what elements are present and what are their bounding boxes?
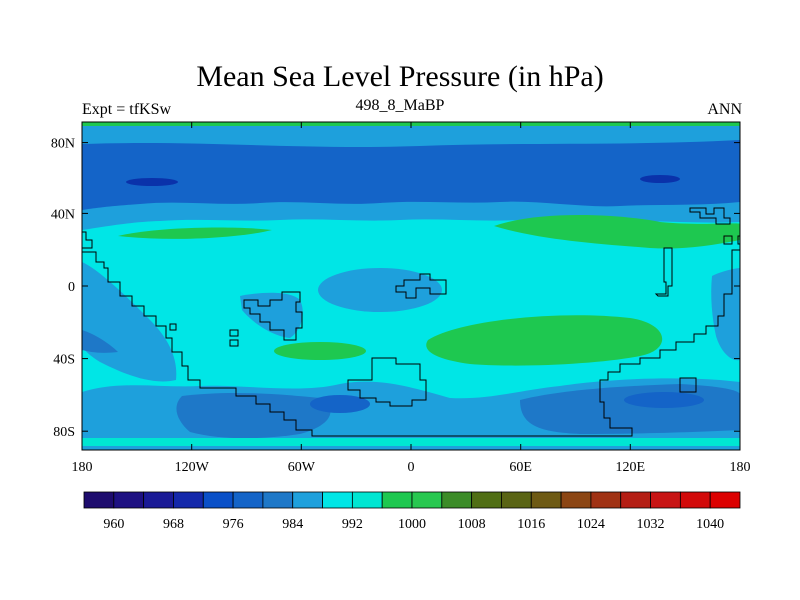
x-tick-label: 180	[730, 460, 751, 475]
coastline-northeast-islands	[689, 207, 740, 245]
south-high-central	[274, 342, 366, 360]
colorbar-swatch	[322, 491, 353, 509]
colorbar-label: 1024	[577, 517, 605, 532]
north-low-belt-inner	[82, 140, 740, 210]
coastline-eastern-continent	[654, 247, 673, 297]
colorbar: 960 968 976 984 992 1000 1008 1016 1024 1032 1040	[83, 491, 741, 532]
coastline-western-continent	[82, 249, 740, 437]
plot-title: Mean Sea Level Pressure (in hPa)	[196, 60, 604, 93]
colorbar-swatch	[650, 491, 681, 509]
coastline-southern-continent	[347, 357, 427, 407]
colorbar-swatch	[441, 491, 473, 509]
x-tick-label: 60E	[509, 460, 532, 475]
map-axes: 180 120W 60W 0 60E 120E 180 80N 40N 0 40S 80S	[51, 122, 751, 475]
south-low-core-east	[624, 392, 704, 408]
colorbar-swatch	[351, 491, 383, 509]
south-high-east	[426, 315, 663, 366]
y-tick-label: 40S	[53, 353, 75, 368]
south-low-belt-inner-west	[176, 392, 331, 439]
colorbar-swatch	[411, 491, 443, 509]
south-low-core-west	[310, 395, 370, 413]
coastline-equatorial-continent	[395, 273, 447, 299]
coastline-west-inlet	[82, 231, 93, 249]
y-tick-label: 40N	[51, 207, 75, 222]
coastlines	[82, 207, 740, 437]
colorbar-swatch	[83, 491, 115, 509]
colorbar-label: 968	[163, 517, 184, 532]
colorbar-swatch	[113, 491, 145, 509]
colorbar-swatch	[590, 491, 622, 509]
colorbar-swatch	[381, 491, 413, 509]
y-tick-label: 80S	[53, 425, 75, 440]
colorbar-swatch	[143, 491, 174, 509]
colorbar-swatch	[202, 491, 234, 509]
map-field	[82, 122, 740, 450]
tropical-low-continent	[240, 292, 303, 338]
south-coast-band	[82, 438, 740, 446]
colorbar-swatch	[292, 491, 323, 509]
dataset-label: 498_8_MaBP	[355, 97, 445, 114]
tropical-low-west-inner	[82, 330, 118, 353]
colorbar-swatch	[530, 491, 562, 509]
tropical-low-atlantic	[318, 268, 442, 312]
y-tick-label: 0	[68, 280, 75, 295]
x-tick-label: 180	[72, 460, 93, 475]
x-tick-label: 120E	[616, 460, 646, 475]
colorbar-swatch	[471, 491, 502, 509]
north-low-core-east	[640, 175, 680, 183]
colorbar-swatch	[501, 491, 532, 509]
colorbar-label: 1040	[696, 517, 724, 532]
season-label: ANN	[707, 101, 742, 118]
colorbar-label: 1032	[637, 517, 665, 532]
north-atlantic-high	[494, 215, 740, 249]
colorbar-label: 976	[223, 517, 244, 532]
x-tick-label: 60W	[288, 460, 316, 475]
colorbar-swatch	[173, 491, 204, 509]
colorbar-swatch	[679, 491, 711, 509]
x-tick-label: 0	[408, 460, 415, 475]
colorbar-label: 960	[103, 517, 124, 532]
colorbar-label: 992	[342, 517, 363, 532]
colorbar-swatch	[560, 491, 592, 509]
coastline-central-continent	[243, 291, 303, 341]
colorbar-label: 1008	[458, 517, 486, 532]
x-tick-label: 120W	[175, 460, 210, 475]
colorbar-swatch	[232, 491, 264, 509]
experiment-label: Expt = tfKSw	[82, 101, 172, 118]
colorbar-label: 984	[282, 517, 303, 532]
coastline-islands-west	[169, 323, 239, 347]
y-tick-label: 80N	[51, 137, 75, 152]
north-pacific-high	[118, 227, 272, 239]
colorbar-label: 1000	[398, 517, 426, 532]
tropical-low-east	[711, 268, 740, 361]
north-low-core-west	[126, 178, 178, 186]
colorbar-swatch	[709, 491, 741, 509]
colorbar-swatch	[262, 491, 294, 509]
colorbar-swatch	[620, 491, 651, 509]
colorbar-label: 1016	[517, 517, 545, 532]
coastline-southeast-island	[679, 377, 697, 393]
